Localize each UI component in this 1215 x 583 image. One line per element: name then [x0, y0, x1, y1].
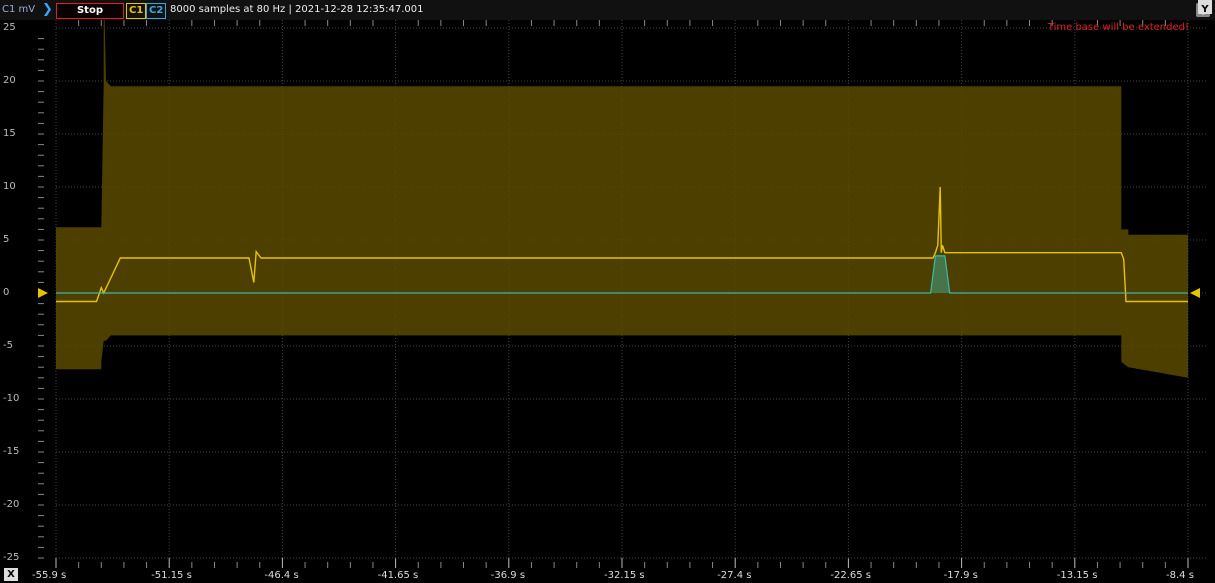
stop-button[interactable]: Stop [56, 3, 124, 19]
chevron-right-icon[interactable]: ❯ [42, 2, 53, 17]
y-tick-label: 0 [3, 287, 10, 298]
x-tick-label: -22.65 s [830, 570, 872, 581]
c1-envelope-band [56, 0, 1188, 378]
x-tick-label: -46.4 s [264, 570, 299, 581]
x-tick-label: -36.9 s [490, 570, 526, 581]
x-tick-label: -13.15 s [1056, 570, 1098, 581]
acquisition-info: 8000 samples at 80 Hz | 2021-12-28 12:35… [170, 4, 424, 15]
y-tick-label: 15 [3, 128, 16, 139]
c1-trace [56, 186, 1188, 303]
markers [38, 288, 1200, 298]
y-tick-label: -5 [3, 340, 13, 351]
timebase-warning: Time base will be extended! [1047, 22, 1189, 33]
x-tick-label: -41.65 s [377, 570, 419, 581]
y-tick-label: 20 [3, 75, 16, 86]
units-label: C1 mV [2, 4, 36, 15]
y-tick-label: -10 [3, 393, 20, 404]
c1-zero-marker-left [38, 288, 48, 298]
y-tick-label: 25 [3, 22, 16, 33]
x-tick-label: -17.9 s [943, 570, 978, 581]
c1-zero-marker-right [1190, 288, 1200, 298]
x-tick-label: -8.4 s [1166, 570, 1194, 581]
c1-envelope [56, 0, 1188, 378]
x-tick-label: -51.15 s [151, 570, 192, 581]
y-tick-label: -25 [3, 552, 20, 563]
y-tick-label: 10 [3, 181, 16, 192]
x-tick-label: -32.15 s [604, 570, 645, 581]
toolbar: C1 mV ❯ Stop C1 C2 8000 samples at 80 Hz… [0, 0, 1215, 20]
channel-1-toggle[interactable]: C1 [126, 3, 147, 19]
traces [56, 186, 1188, 303]
x-tick-label: -27.4 s [717, 570, 752, 581]
y-tick-label: -15 [3, 446, 20, 457]
y-axis-button[interactable]: Y [1198, 0, 1212, 15]
x-axis-button[interactable]: X [4, 568, 18, 581]
x-tick-label: -55.9 s [32, 570, 67, 581]
y-tick-label: 5 [3, 234, 10, 245]
c2-trace [56, 255, 1188, 294]
channel-2-toggle[interactable]: C2 [146, 3, 167, 19]
y-tick-label: -20 [3, 499, 20, 510]
